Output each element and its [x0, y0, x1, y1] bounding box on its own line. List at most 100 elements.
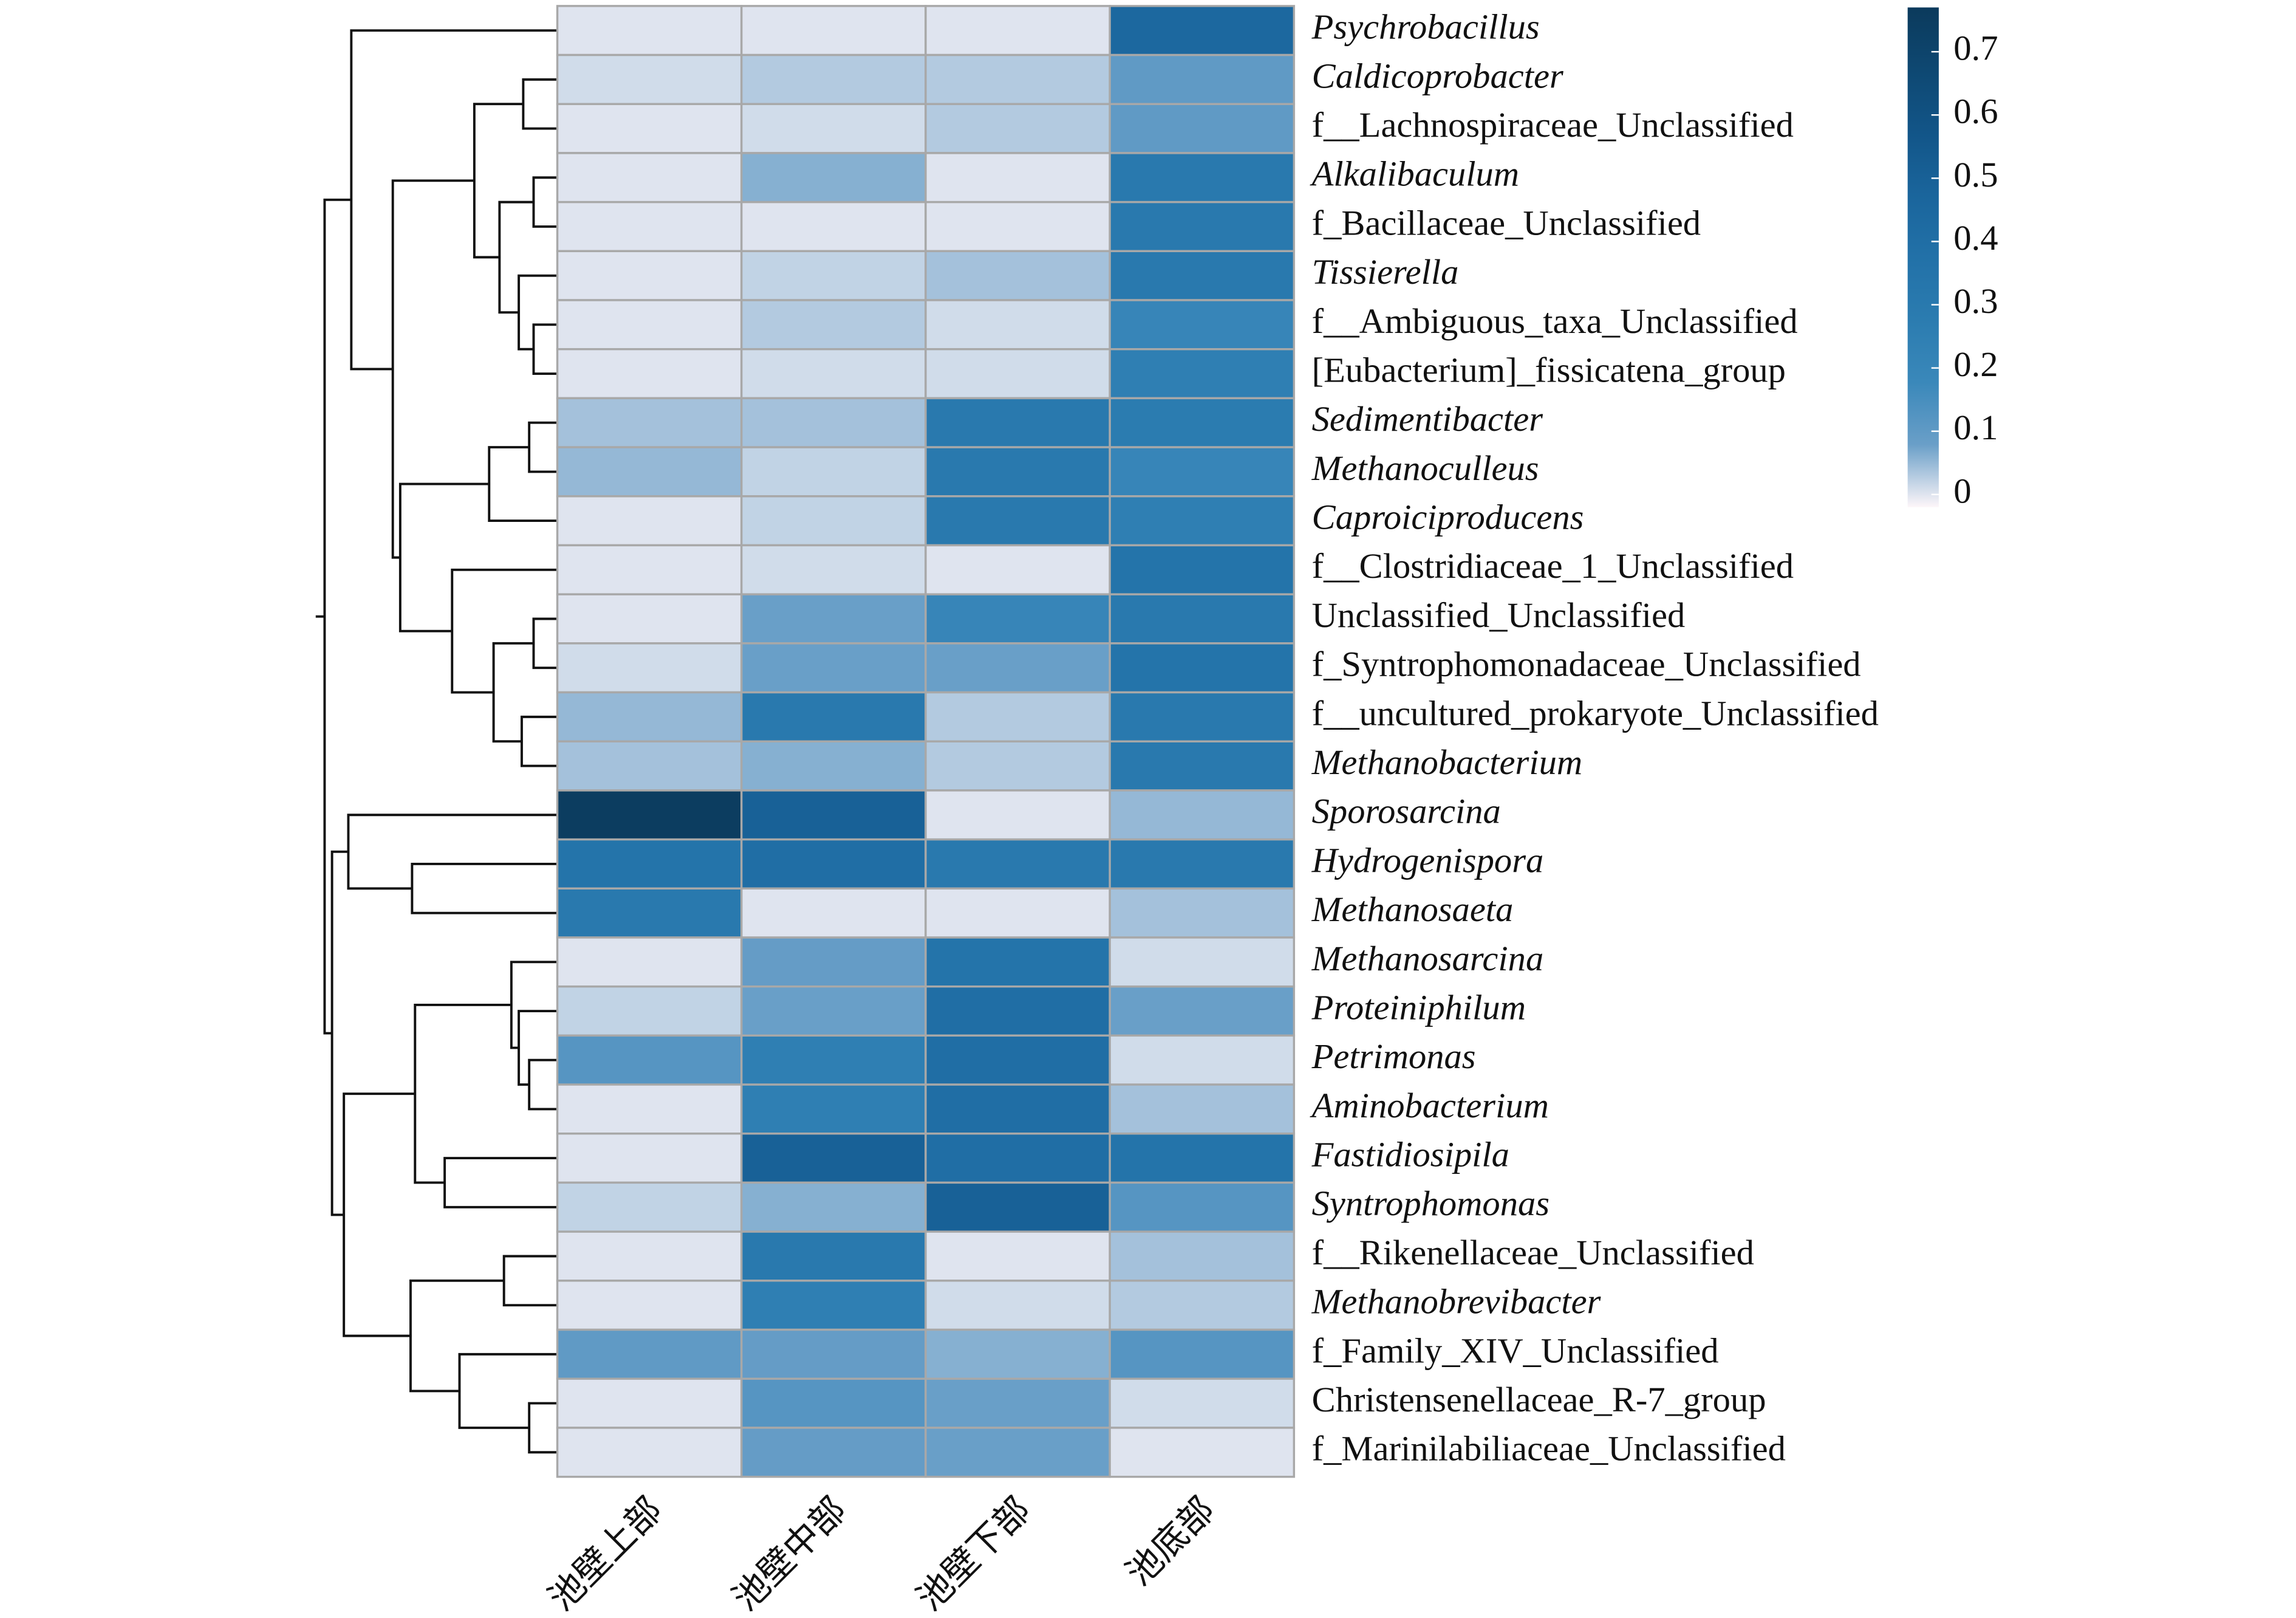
heatmap-cell — [556, 1181, 743, 1233]
heatmap-cell — [1109, 1328, 1296, 1380]
row-label: Unclassified_Unclassified — [1312, 595, 1686, 635]
heatmap-cell — [740, 936, 927, 988]
heatmap-cell — [556, 936, 743, 988]
heatmap-cell — [924, 53, 1111, 105]
row-label: f__uncultured_prokaryote_Unclassified — [1312, 693, 1879, 733]
heatmap-cell — [556, 740, 743, 792]
heatmap-cell — [924, 495, 1111, 547]
heatmap-cell — [924, 1034, 1111, 1086]
heatmap-cell — [1109, 544, 1296, 595]
row-label: Methanosarcina — [1311, 939, 1544, 978]
dendrogram-branch — [532, 617, 558, 670]
heatmap-cell — [1109, 936, 1296, 988]
heatmap-cell — [556, 348, 743, 400]
dendrogram-branch — [502, 1255, 558, 1307]
heatmap-cell — [924, 5, 1111, 57]
row-label: Petrimonas — [1311, 1037, 1476, 1076]
heatmap-cell — [740, 397, 927, 448]
heatmap-cell — [924, 397, 1111, 448]
heatmap-cell — [740, 103, 927, 154]
heatmap-cell — [1109, 53, 1296, 105]
heatmap-cell — [924, 1230, 1111, 1282]
heatmap-cell — [1109, 348, 1296, 400]
heatmap-cell — [924, 299, 1111, 351]
heatmap-cell — [740, 348, 927, 400]
heatmap-cell — [556, 887, 743, 939]
heatmap-cell — [1109, 985, 1296, 1037]
heatmap-cell — [740, 887, 927, 939]
heatmap-cell — [1109, 789, 1296, 841]
heatmap-cell — [740, 1280, 927, 1331]
dendrogram-branch — [323, 198, 352, 1035]
heatmap-cell — [924, 691, 1111, 742]
heatmap-cell — [556, 152, 743, 204]
heatmap-cell — [1109, 1427, 1296, 1478]
heatmap-cell — [1109, 152, 1296, 204]
heatmap-cell — [1109, 299, 1296, 351]
dendrogram-branch — [330, 850, 349, 1216]
heatmap-cell — [1109, 397, 1296, 448]
heatmap-cell — [1109, 887, 1296, 939]
row-label: f__Ambiguous_taxa_Unclassified — [1312, 301, 1798, 341]
heatmap-cell — [924, 250, 1111, 301]
row-label: Methanobacterium — [1311, 742, 1583, 782]
heatmap-cell — [556, 1034, 743, 1086]
heatmap-cell — [1109, 1280, 1296, 1331]
heatmap-cell — [556, 201, 743, 253]
row-label: f__Lachnospiraceae_Unclassified — [1312, 105, 1794, 145]
dendrogram-branch — [528, 421, 558, 473]
heatmap-cell — [1109, 1034, 1296, 1086]
row-label: Tissierella — [1312, 252, 1459, 292]
dendrogram-branch — [398, 482, 490, 632]
heatmap-cell — [1109, 1230, 1296, 1282]
heatmap-cell — [924, 838, 1111, 890]
heatmap-cell — [924, 1133, 1111, 1184]
column-label: 池壁下部 — [909, 1490, 1038, 1618]
heatmap-cell — [1109, 5, 1296, 57]
heatmap-cell — [740, 985, 927, 1037]
heatmap-cell — [740, 5, 927, 57]
heatmap-cell — [556, 838, 743, 890]
dendrogram-branch — [443, 1157, 558, 1208]
heatmap-cell — [740, 152, 927, 204]
row-label: Christensenellaceae_R-7_group — [1312, 1380, 1766, 1419]
column-label: 池壁中部 — [725, 1490, 854, 1618]
heatmap-cell — [1109, 1083, 1296, 1135]
dendrogram-branch — [347, 814, 558, 890]
heatmap-cell — [1109, 740, 1296, 792]
heatmap-cell — [924, 1181, 1111, 1233]
heatmap-cell — [924, 103, 1111, 154]
heatmap-cell — [740, 1034, 927, 1086]
row-label: Sedimentibacter — [1312, 399, 1543, 439]
heatmap-cell — [740, 642, 927, 694]
dendrogram-branch — [343, 1092, 415, 1337]
column-label: 池壁上部 — [541, 1490, 670, 1618]
dendrogram-branch — [350, 29, 558, 371]
heatmap-cell — [924, 789, 1111, 841]
heatmap-cell — [924, 446, 1111, 498]
heatmap-cell — [740, 593, 927, 645]
dendrogram-branch — [528, 1402, 558, 1454]
heatmap-cell — [556, 299, 743, 351]
dendrogram-branch — [411, 863, 558, 914]
heatmap-cell — [740, 201, 927, 253]
dendrogram-branch — [518, 274, 558, 351]
heatmap-cell — [1109, 495, 1296, 547]
heatmap-cell — [556, 53, 743, 105]
heatmap-cell — [1109, 250, 1296, 301]
colorbar-tick-label: 0 — [1953, 471, 1971, 510]
dendrogram-branch — [521, 715, 558, 767]
colorbar-tick-label: 0.1 — [1953, 408, 1998, 447]
heatmap-cell — [1109, 1377, 1296, 1429]
row-label: [Eubacterium]_fissicatena_group — [1312, 350, 1786, 389]
colorbar — [1907, 7, 1939, 507]
dendrogram-branch — [488, 446, 558, 523]
heatmap-cell — [740, 1328, 927, 1380]
row-label: Psychrobacillus — [1311, 7, 1540, 47]
dendrogram-branch — [498, 201, 534, 314]
heatmap-cell — [924, 642, 1111, 694]
row-label: Fastidiosipila — [1311, 1135, 1509, 1174]
dendrogram-branch — [532, 176, 558, 228]
heatmap-cell — [740, 53, 927, 105]
